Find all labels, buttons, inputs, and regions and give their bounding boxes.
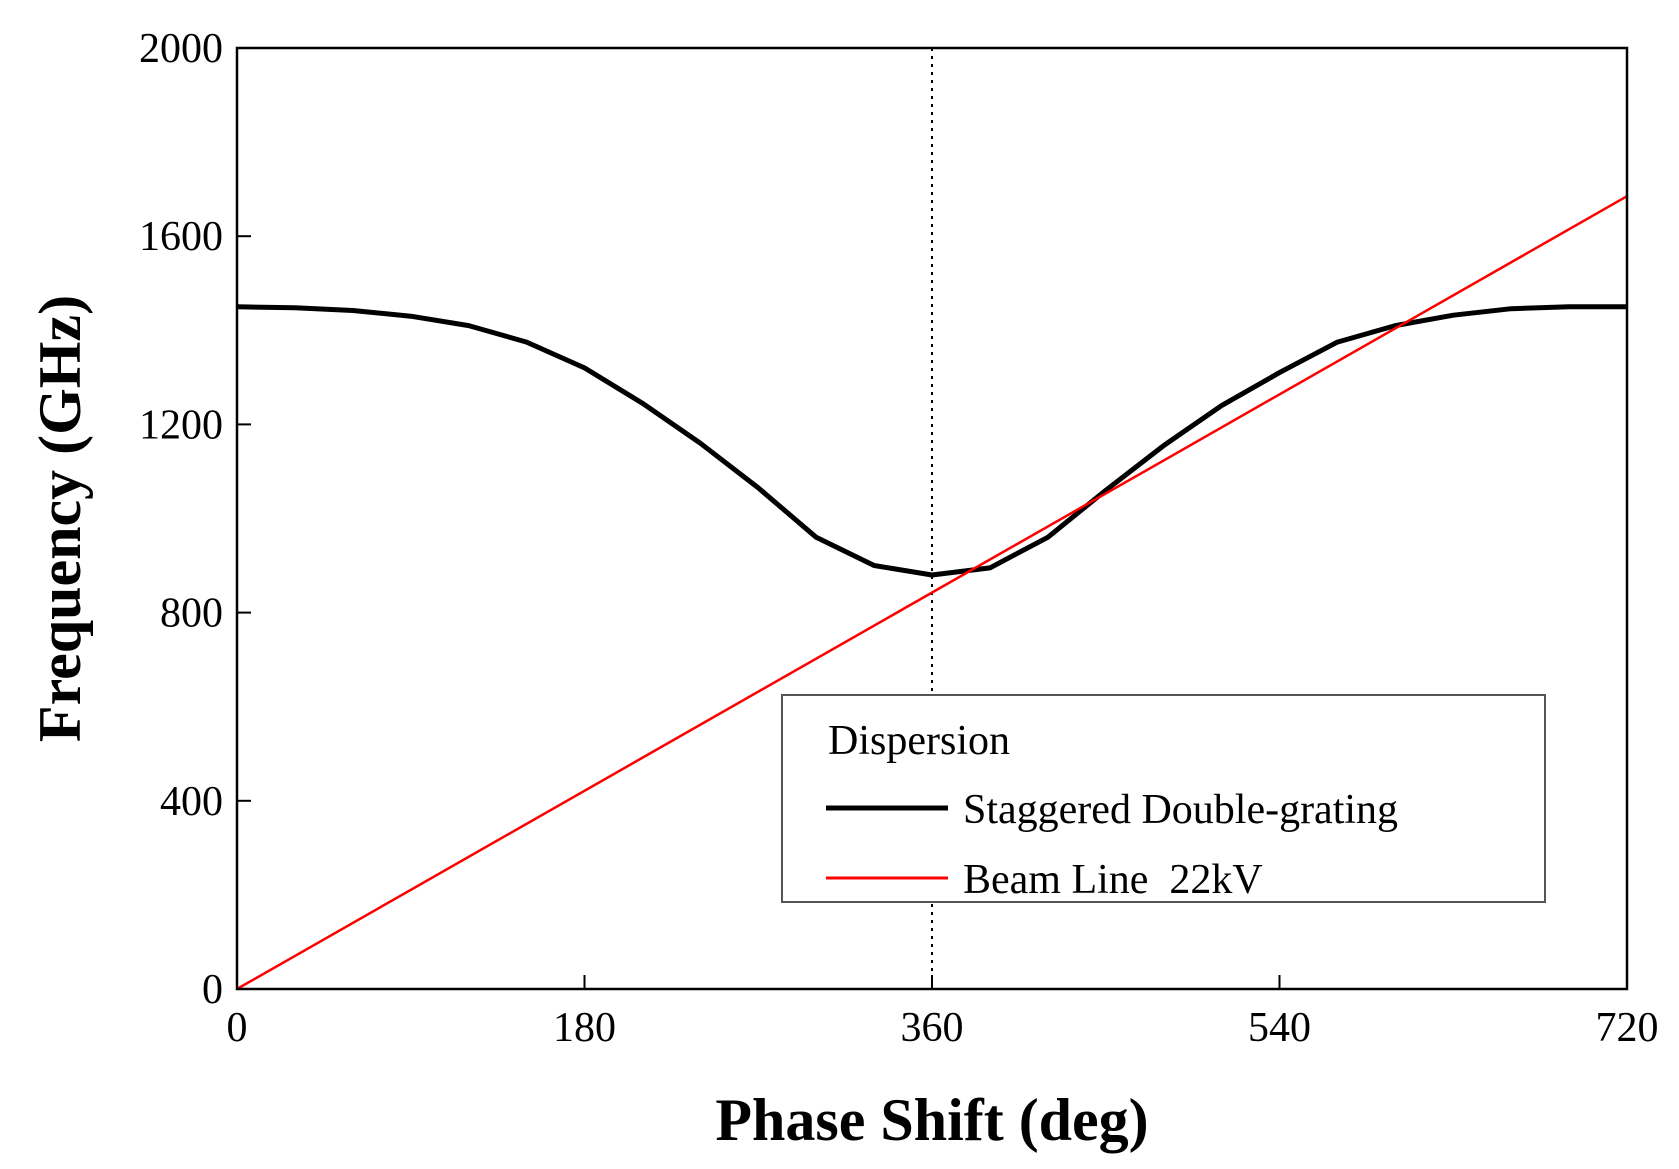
y-tick-label: 400: [160, 779, 223, 825]
x-tick-label: 0: [227, 1005, 248, 1051]
x-tick-label: 180: [553, 1005, 616, 1051]
series-line: [236, 195, 1628, 991]
y-tick-label: 800: [160, 591, 223, 637]
x-tick-label: 540: [1248, 1005, 1311, 1051]
legend: Dispersion Staggered Double-grating Beam L…: [781, 694, 1546, 903]
legend-label: Staggered Double-grating: [963, 787, 1398, 833]
x-axis-title: Phase Shift (deg): [715, 1087, 1148, 1153]
plot-frame: [235, 46, 1629, 991]
legend-box: [781, 694, 1546, 903]
y-tick-label: 1200: [139, 402, 223, 448]
legend-title: Dispersion: [828, 718, 1010, 764]
y-axis-title: Frequency (GHz): [27, 295, 93, 742]
x-tick-label: 360: [901, 1005, 964, 1051]
x-tick-label: 720: [1596, 1005, 1659, 1051]
legend-label: Beam Line 22kV: [963, 857, 1263, 903]
y-tick-label: 2000: [139, 26, 223, 72]
series-line: [236, 304, 1627, 578]
y-tick-label: 1600: [139, 214, 223, 260]
y-tick-label: 0: [202, 967, 223, 1013]
